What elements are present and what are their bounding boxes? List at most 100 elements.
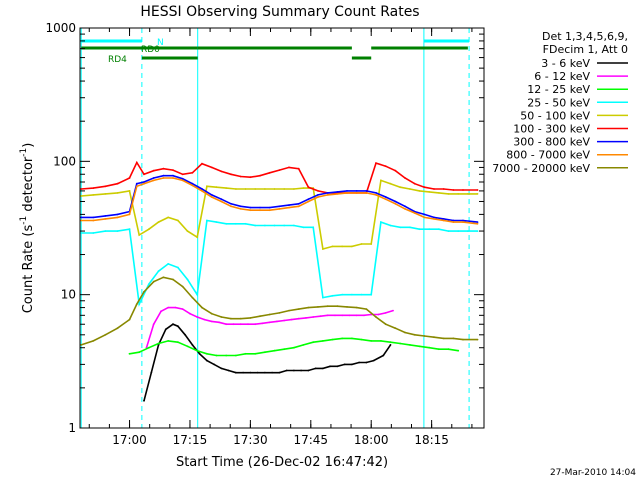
data-point: [452, 221, 455, 224]
y-axis-label-sup1: -1: [19, 216, 29, 225]
flag-label-RD4: RD4: [108, 55, 127, 65]
data-point: [148, 283, 150, 285]
footer-timestamp: 27-Mar-2010 14:04: [550, 468, 636, 478]
data-point: [150, 371, 153, 374]
data-point: [174, 306, 177, 309]
data-point: [293, 224, 295, 227]
data-point: [384, 165, 387, 168]
data-point: [302, 344, 305, 346]
data-point: [413, 182, 416, 185]
data-point: [268, 321, 271, 324]
data-point: [177, 325, 179, 328]
data-point: [355, 306, 358, 309]
data-point: [230, 173, 232, 176]
data-point: [196, 349, 199, 352]
data-point: [346, 190, 348, 192]
data-point: [283, 188, 286, 190]
data-point: [160, 310, 162, 313]
data-point: [264, 188, 266, 190]
data-point: [143, 182, 145, 185]
data-point: [317, 194, 319, 196]
data-point: [254, 188, 257, 190]
data-point: [392, 309, 394, 312]
data-point: [239, 323, 242, 326]
data-point: [457, 230, 460, 233]
data-point: [300, 369, 302, 372]
data-point: [360, 243, 363, 245]
data-point: [268, 209, 271, 212]
data-point: [104, 230, 107, 233]
data-point: [382, 354, 385, 357]
data-point: [143, 181, 145, 183]
data-point: [128, 318, 131, 321]
data-point: [210, 312, 213, 315]
data-point: [239, 317, 242, 320]
data-point: [438, 348, 440, 351]
data-point: [116, 327, 119, 330]
data-point: [218, 321, 220, 324]
data-point: [143, 173, 145, 176]
data-point: [225, 222, 228, 225]
data-point: [355, 192, 358, 194]
data-point: [293, 346, 295, 349]
data-point: [203, 318, 206, 321]
data-point: [307, 306, 310, 309]
data-point: [343, 363, 346, 366]
data-point: [239, 208, 242, 210]
data-point: [152, 179, 155, 182]
data-point: [116, 182, 119, 185]
chart-title: HESSI Observing Summary Count Rates: [140, 4, 419, 20]
data-point: [242, 371, 245, 374]
y-tick-label: 1: [68, 421, 76, 435]
data-point: [452, 337, 455, 340]
y-axis-label-sup2: -1: [19, 148, 29, 157]
data-point: [297, 308, 300, 310]
data-point: [157, 342, 160, 345]
legend-label: 3 - 6 keV: [541, 57, 590, 70]
data-point: [302, 187, 305, 190]
data-point: [167, 263, 170, 265]
data-point: [198, 352, 201, 355]
x-tick-label: 17:30: [233, 433, 268, 447]
data-point: [213, 363, 216, 366]
data-point: [336, 193, 339, 195]
data-point: [293, 188, 295, 190]
data-point: [152, 177, 155, 179]
data-point: [264, 351, 266, 354]
data-point: [249, 317, 252, 319]
data-point: [92, 219, 95, 222]
data-point: [273, 188, 276, 190]
data-point: [152, 280, 155, 283]
data-point: [206, 352, 208, 355]
data-point: [162, 177, 165, 179]
data-point: [288, 206, 290, 209]
data-point: [307, 198, 310, 201]
data-point: [230, 317, 232, 320]
data-point: [413, 333, 416, 336]
data-point: [418, 190, 421, 192]
data-point: [271, 371, 273, 374]
data-point: [375, 192, 377, 194]
data-point: [177, 219, 179, 222]
data-point: [307, 200, 310, 203]
data-point: [92, 194, 95, 196]
data-point: [423, 335, 426, 337]
data-point: [442, 219, 445, 222]
data-point: [329, 365, 331, 368]
data-point: [152, 323, 155, 326]
data-point: [336, 305, 339, 308]
data-point: [355, 190, 358, 192]
legend-label: 6 - 12 keV: [534, 70, 590, 83]
data-point: [157, 221, 160, 224]
x-axis-ticks: 17:00 17:15 17:30 17:45 18:00 18:15: [88, 28, 473, 447]
data-point: [249, 371, 252, 374]
legend: Det 1,3,4,5,6,9,FDecim 1, Att 03 - 6 keV…: [492, 30, 628, 175]
data-point: [404, 205, 406, 208]
data-point: [201, 188, 203, 190]
data-point: [244, 188, 247, 190]
data-point: [167, 216, 170, 219]
data-point: [181, 177, 184, 180]
data-point: [201, 162, 203, 165]
data-point: [210, 166, 213, 169]
